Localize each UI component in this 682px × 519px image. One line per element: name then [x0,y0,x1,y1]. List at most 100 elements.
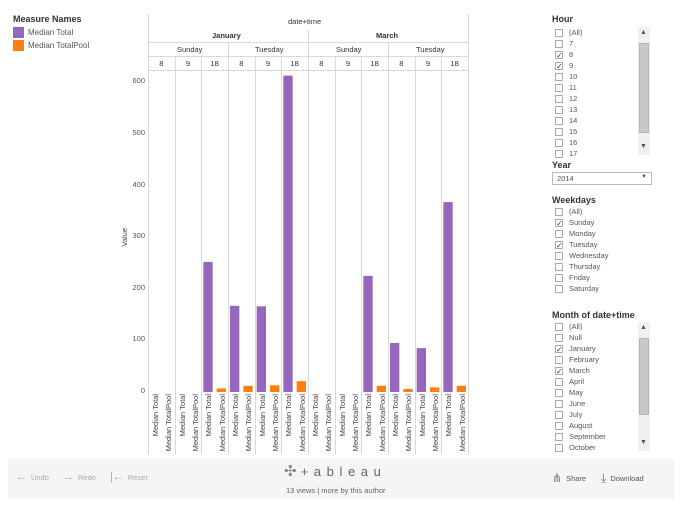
scroll-down-icon[interactable]: ▼ [640,439,647,446]
redo-button[interactable]: → Redo [63,471,96,483]
checkbox-icon[interactable] [555,262,563,271]
views-text[interactable]: 13 views | more by this author [286,486,386,495]
checkbox-icon[interactable] [555,28,563,37]
filter-option[interactable]: (All) [555,206,608,217]
checkbox-icon[interactable] [555,229,563,238]
checkbox-icon[interactable] [555,410,563,419]
checkbox-icon[interactable] [555,377,563,386]
checkbox-icon[interactable] [555,207,563,216]
filter-option[interactable]: Monday [555,228,608,239]
filter-option[interactable]: Thursday [555,261,608,272]
filter-option[interactable]: October [555,442,606,453]
checkbox-icon[interactable] [555,284,563,293]
legend-item-median-total[interactable]: Median Total [13,26,73,38]
filter-option[interactable]: ✓ March [555,365,606,376]
checkbox-icon[interactable] [555,94,563,103]
filter-option[interactable]: June [555,398,606,409]
checkbox-checked-icon[interactable]: ✓ [555,50,563,60]
filter-option[interactable]: ✓ 8 [555,49,582,60]
bar-median-totalpool[interactable] [430,387,440,392]
checkbox-icon[interactable] [555,333,563,342]
checkbox-icon[interactable] [555,105,563,114]
checkbox-checked-icon[interactable]: ✓ [555,366,563,376]
checkbox-icon[interactable] [555,322,563,331]
checkbox-icon[interactable] [555,399,563,408]
checkbox-checked-icon[interactable]: ✓ [555,61,563,71]
bar-median-total[interactable] [416,348,426,392]
month-scrollbar[interactable]: ▲ ▼ [638,322,650,451]
legend-item-median-totalpool[interactable]: Median TotalPool [13,39,89,51]
filter-option[interactable]: 10 [555,71,582,82]
checkbox-icon[interactable] [555,116,563,125]
checkbox-icon[interactable] [555,72,563,81]
filter-option[interactable]: (All) [555,321,606,332]
scroll-thumb[interactable] [639,338,649,415]
bar-median-total[interactable] [283,75,293,392]
filter-option[interactable]: 15 [555,126,582,137]
bar-median-totalpool[interactable] [456,385,466,392]
filter-option[interactable]: 16 [555,137,582,148]
bar-median-totalpool[interactable] [270,385,280,392]
undo-button[interactable]: ← Undo [16,471,49,483]
bar-median-total[interactable] [443,202,453,392]
filter-option[interactable]: 12 [555,93,582,104]
checkbox-icon[interactable] [555,443,563,452]
hour-scrollbar[interactable]: ▲ ▼ [638,27,650,155]
filter-option[interactable]: 17 [555,148,582,159]
checkbox-icon[interactable] [555,273,563,282]
checkbox-checked-icon[interactable]: ✓ [555,218,563,228]
filter-option[interactable]: 7 [555,38,582,49]
filter-option[interactable]: ✓ Tuesday [555,239,608,250]
filter-option[interactable]: ✓ Sunday [555,217,608,228]
bar-median-totalpool[interactable] [376,385,386,392]
filter-option[interactable]: (All) [555,27,582,38]
checkbox-icon[interactable] [555,39,563,48]
filter-option[interactable]: September [555,431,606,442]
filter-option-label: July [569,410,583,419]
filter-option[interactable]: April [555,376,606,387]
filter-option[interactable]: Wednesday [555,250,608,261]
bar-median-total[interactable] [256,306,266,392]
scroll-up-icon[interactable]: ▲ [640,324,647,331]
checkbox-icon[interactable] [555,127,563,136]
reset-button[interactable]: |← Reset [110,471,147,483]
filter-option[interactable]: Null [555,332,606,343]
scroll-up-icon[interactable]: ▲ [640,29,647,36]
filter-option[interactable]: 14 [555,115,582,126]
filter-option[interactable]: 11 [555,82,582,93]
bar-median-totalpool[interactable] [403,388,413,392]
bar-median-total[interactable] [230,305,240,392]
bar-median-total[interactable] [363,275,373,392]
checkbox-checked-icon[interactable]: ✓ [555,240,563,250]
bar-median-totalpool[interactable] [296,381,306,392]
filter-option[interactable]: February [555,354,606,365]
filter-option[interactable]: Friday [555,272,608,283]
share-button[interactable]: ⋔ Share [552,471,586,485]
tableau-logo[interactable]: ✣ + a b l e a u [284,462,382,480]
filter-option[interactable]: August [555,420,606,431]
checkbox-icon[interactable] [555,251,563,260]
checkbox-icon[interactable] [555,355,563,364]
download-button[interactable]: ⤓ Download [601,471,644,486]
checkbox-icon[interactable] [555,432,563,441]
scroll-down-icon[interactable]: ▼ [640,143,647,150]
year-select[interactable]: 2014 ▼ [552,172,652,185]
filter-option[interactable]: May [555,387,606,398]
filter-option[interactable]: Saturday [555,283,608,294]
bar-median-total[interactable] [203,261,213,392]
filter-option[interactable]: 13 [555,104,582,115]
scroll-thumb[interactable] [639,43,649,133]
x-axis-label: Median Total [231,394,240,437]
checkbox-icon[interactable] [555,388,563,397]
filter-option[interactable]: July [555,409,606,420]
checkbox-icon[interactable] [555,149,563,158]
bar-median-totalpool[interactable] [243,385,253,392]
bar-median-totalpool[interactable] [216,388,226,392]
filter-option[interactable]: ✓ January [555,343,606,354]
checkbox-checked-icon[interactable]: ✓ [555,344,563,354]
filter-option[interactable]: ✓ 9 [555,60,582,71]
checkbox-icon[interactable] [555,421,563,430]
checkbox-icon[interactable] [555,83,563,92]
bar-median-total[interactable] [390,342,400,392]
checkbox-icon[interactable] [555,138,563,147]
